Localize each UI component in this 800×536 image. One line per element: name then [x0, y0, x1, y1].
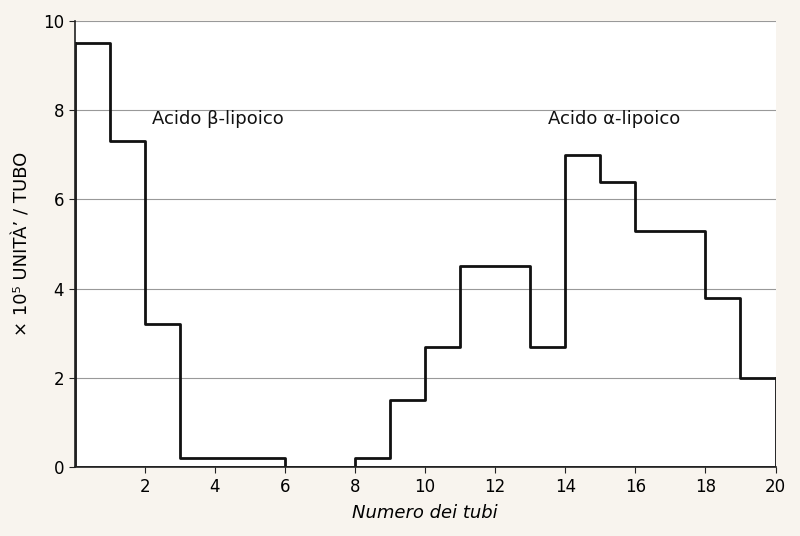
X-axis label: Numero dei tubi: Numero dei tubi	[352, 504, 498, 522]
Y-axis label: × 10⁵ UNITÀ’ / TUBO: × 10⁵ UNITÀ’ / TUBO	[14, 152, 32, 336]
Text: Acido β-lipoico: Acido β-lipoico	[152, 110, 283, 128]
Text: Acido α-lipoico: Acido α-lipoico	[548, 110, 680, 128]
